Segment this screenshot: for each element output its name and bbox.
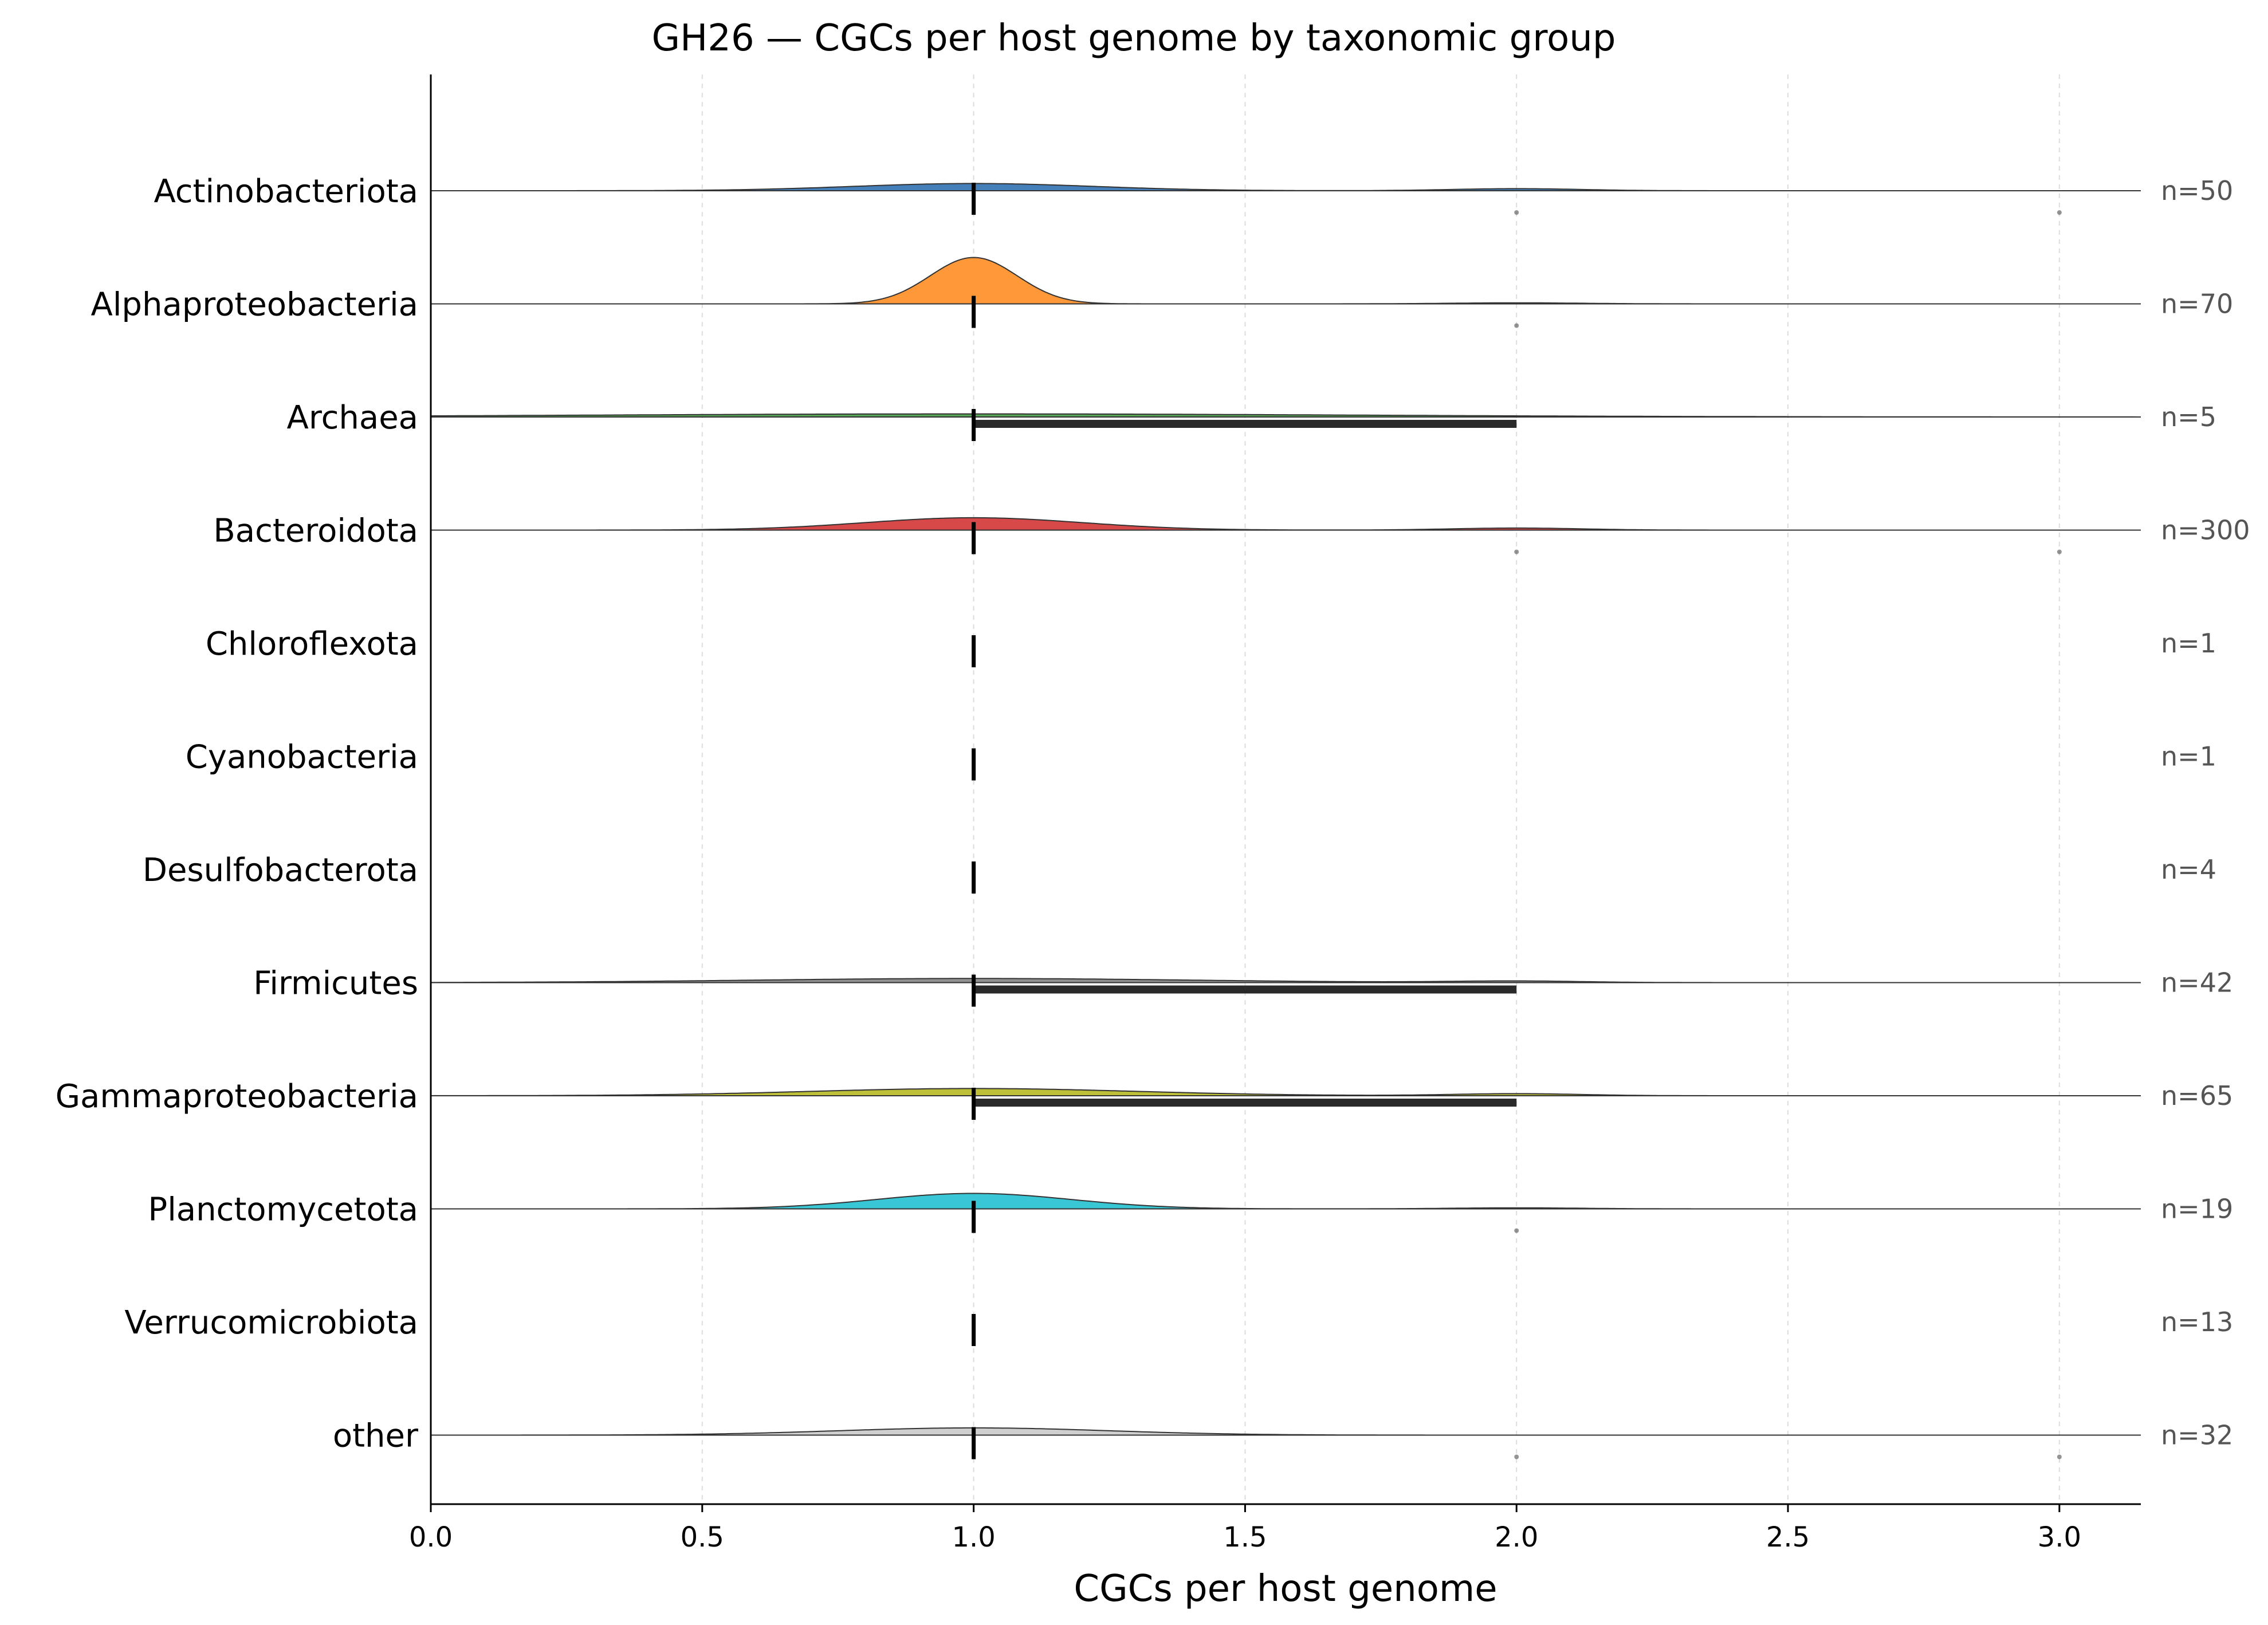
category-label: other xyxy=(333,1418,419,1455)
outlier-point xyxy=(2057,210,2062,215)
outlier-point xyxy=(1514,1454,1519,1459)
outlier-point xyxy=(1514,1228,1519,1233)
category-label: Firmicutes xyxy=(253,965,418,1002)
density-ridge xyxy=(431,517,2141,531)
outlier-point xyxy=(2057,549,2062,554)
n-count-label: n=50 xyxy=(2161,175,2233,206)
category-label: Planctomycetota xyxy=(148,1191,418,1229)
n-count-label: n=42 xyxy=(2161,967,2233,998)
density-ridge xyxy=(431,183,2141,191)
category-label: Bacteroidota xyxy=(213,513,418,550)
ridge-row: Chloroflexota n=1 xyxy=(206,625,2216,667)
ridge-row: Cyanobacteria n=1 xyxy=(186,739,2216,781)
n-count-label: n=65 xyxy=(2161,1080,2233,1111)
n-count-label: n=19 xyxy=(2161,1194,2233,1225)
ridge-row: Archaea n=5 xyxy=(287,399,2216,441)
n-count-label: n=13 xyxy=(2161,1307,2233,1337)
outlier-point xyxy=(1514,549,1519,554)
ridge-row: Firmicutes n=42 xyxy=(253,965,2233,1007)
n-count-label: n=70 xyxy=(2161,289,2233,320)
category-label: Alphaproteobacteria xyxy=(91,286,418,324)
category-label: Cyanobacteria xyxy=(186,739,418,776)
ridges: Actinobacteriota n=50 Alphaproteobacteria n… xyxy=(56,173,2250,1459)
ridge-row: Desulfobacterota n=4 xyxy=(143,852,2216,894)
category-label: Chloroflexota xyxy=(206,625,418,663)
n-count-label: n=5 xyxy=(2161,402,2216,432)
density-ridge xyxy=(430,1088,2141,1096)
n-count-label: n=1 xyxy=(2161,628,2216,659)
x-ticks: 0.0 0.5 1.0 1.5 2.0 2.5 3.0 xyxy=(409,1504,2081,1553)
outlier-point xyxy=(1514,210,1519,215)
density-ridge xyxy=(431,1193,2141,1210)
outlier-point xyxy=(1514,323,1519,328)
category-label: Verrucomicrobiota xyxy=(124,1304,418,1341)
n-count-label: n=1 xyxy=(2161,741,2216,772)
n-count-label: n=4 xyxy=(2161,854,2216,885)
x-axis-label: CGCs per host genome xyxy=(1074,1568,1497,1610)
category-label: Gammaproteobacteria xyxy=(56,1078,418,1115)
density-ridge xyxy=(430,978,2141,983)
outlier-point xyxy=(2057,1454,2062,1459)
n-count-label: n=300 xyxy=(2161,515,2250,546)
chart-title: GH26 — CGCs per host genome by taxonomic… xyxy=(652,17,1616,60)
ridge-row: other n=32 xyxy=(333,1418,2233,1459)
density-ridge xyxy=(431,257,2141,305)
ridge-row: Planctomycetota n=19 xyxy=(148,1191,2233,1233)
ridge-row: Actinobacteriota n=50 xyxy=(154,173,2233,215)
x-grid xyxy=(701,74,2060,1504)
ridge-row: Alphaproteobacteria n=70 xyxy=(91,257,2233,328)
category-label: Actinobacteriota xyxy=(154,173,418,210)
x-tick-label: 0.5 xyxy=(681,1521,724,1553)
n-count-label: n=32 xyxy=(2161,1420,2233,1451)
ridge-row: Verrucomicrobiota n=13 xyxy=(124,1304,2233,1346)
x-tick-label: 2.0 xyxy=(1495,1521,1538,1553)
category-label: Archaea xyxy=(287,399,418,436)
x-tick-label: 1.0 xyxy=(952,1521,995,1553)
density-ridge xyxy=(431,1427,2141,1436)
x-tick-label: 3.0 xyxy=(2038,1521,2081,1553)
ridge-row: Gammaproteobacteria n=65 xyxy=(56,1078,2233,1120)
x-tick-label: 0.0 xyxy=(409,1521,453,1553)
ridge-row: Bacteroidota n=300 xyxy=(213,513,2250,554)
x-tick-label: 1.5 xyxy=(1223,1521,1267,1553)
category-label: Desulfobacterota xyxy=(143,852,418,889)
x-tick-label: 2.5 xyxy=(1766,1521,1810,1553)
